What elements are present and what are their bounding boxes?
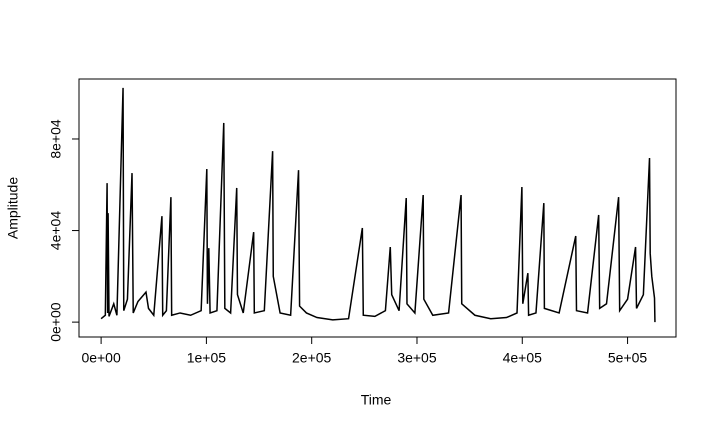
x-tick-label: 4e+05 xyxy=(503,350,543,366)
x-tick-label: 1e+05 xyxy=(187,350,227,366)
x-tick-label: 3e+05 xyxy=(397,350,437,366)
x-tick-label: 5e+05 xyxy=(608,350,648,366)
y-tick-label: 4e+04 xyxy=(48,211,64,251)
y-tick-label: 8e+04 xyxy=(48,119,64,159)
signal-line xyxy=(100,87,656,323)
x-axis-label: Time xyxy=(361,392,392,408)
x-tick-label: 2e+05 xyxy=(292,350,332,366)
y-tick-label: 0e+00 xyxy=(48,302,64,342)
x-tick-label: 0e+00 xyxy=(81,350,121,366)
y-axis-label: Amplitude xyxy=(5,177,21,239)
plot-frame xyxy=(78,78,677,338)
